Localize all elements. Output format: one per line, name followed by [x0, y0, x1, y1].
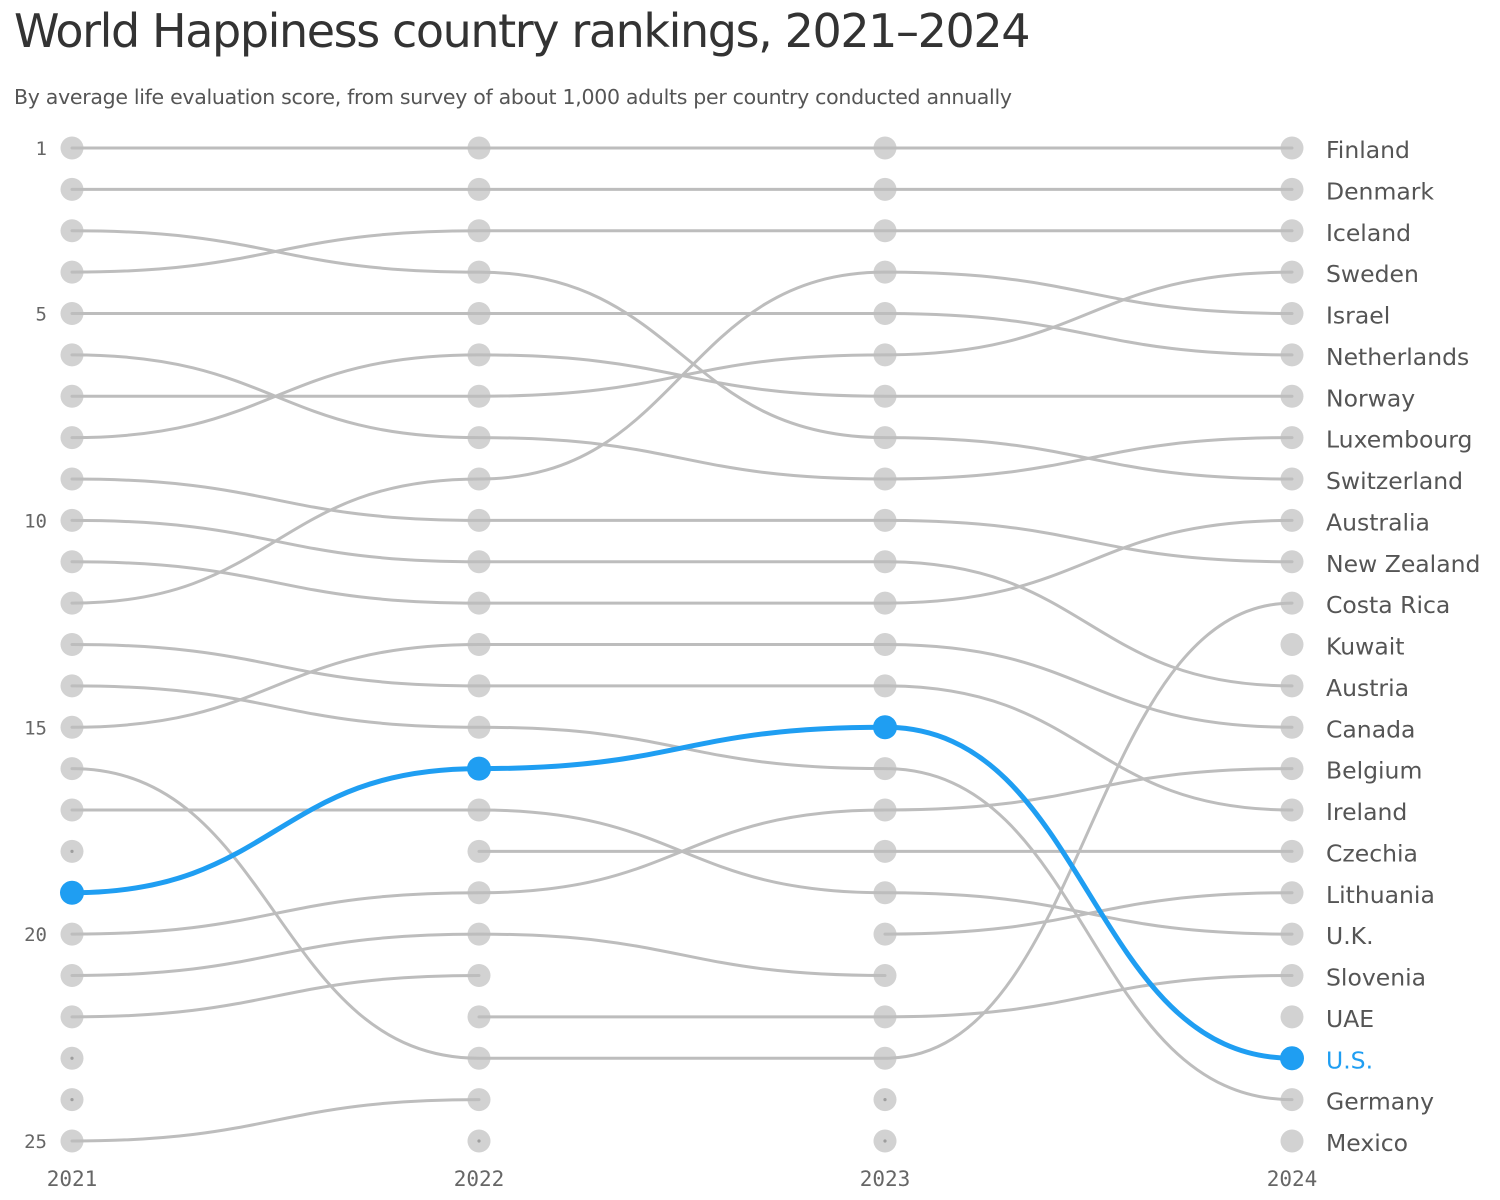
series-line-canada — [70, 642, 1294, 729]
series-line-costa-rica — [70, 601, 1294, 1060]
rank-tick-label: 25 — [24, 1131, 47, 1153]
series-line-germany — [70, 684, 1294, 1102]
series-line-unlabeled — [70, 1098, 481, 1143]
rank-tick-label: 1 — [36, 138, 47, 160]
series-line-norway — [70, 353, 1294, 440]
chart-title: World Happiness country rankings, 2021–2… — [14, 4, 1031, 58]
country-label-lithuania: Lithuania — [1326, 881, 1435, 909]
year-tick-label: 2022 — [454, 1167, 505, 1191]
series-lines — [70, 146, 1294, 1143]
country-label-germany: Germany — [1326, 1088, 1434, 1116]
country-label-norway: Norway — [1326, 384, 1415, 412]
series-line-israel — [70, 270, 1294, 605]
highlight-point — [1280, 1046, 1304, 1071]
series-line-unlabeled — [70, 932, 887, 977]
country-label-canada: Canada — [1326, 715, 1415, 743]
series-line-u-s — [69, 724, 1295, 1061]
empty-slot-mark — [883, 1139, 887, 1143]
country-label-ireland: Ireland — [1326, 798, 1407, 826]
series-line-austria — [70, 518, 1294, 688]
country-label-luxembourg: Luxembourg — [1326, 426, 1472, 454]
year-tick-label: 2024 — [1267, 1167, 1318, 1191]
rank-tick-label: 10 — [24, 510, 47, 532]
country-label-mexico: Mexico — [1326, 1129, 1408, 1157]
country-label-new-zealand: New Zealand — [1326, 550, 1480, 578]
highlight-series — [60, 715, 1304, 1071]
country-label-austria: Austria — [1326, 674, 1409, 702]
country-label-iceland: Iceland — [1326, 219, 1411, 247]
series-line-switzerland — [70, 229, 1294, 481]
series-line-ireland — [70, 643, 1294, 812]
series-line-sweden — [70, 270, 1294, 398]
country-label-denmark: Denmark — [1326, 177, 1434, 205]
rank-slot-dot — [1280, 1129, 1304, 1153]
country-label-uae: UAE — [1326, 1005, 1374, 1033]
country-labels: Finland Denmark Iceland Sweden Israel Netherl… — [1326, 136, 1480, 1157]
empty-slot-mark — [883, 1098, 887, 1102]
series-line-u-k — [70, 808, 1294, 936]
empty-slot-mark — [70, 849, 74, 853]
country-label-kuwait: Kuwait — [1326, 633, 1405, 661]
series-line-unlabeled — [70, 974, 481, 1019]
chart-subtitle: By average life evaluation score, from s… — [14, 85, 1012, 109]
country-label-netherlands: Netherlands — [1326, 343, 1469, 371]
rank-slot-dot — [1280, 1005, 1304, 1029]
highlight-point — [467, 756, 491, 781]
series-line-new-zealand — [70, 477, 1294, 564]
rank-slot-dot — [1280, 633, 1304, 656]
country-label-finland: Finland — [1326, 136, 1410, 164]
rank-tick-label: 15 — [24, 717, 47, 739]
year-axis: 2021 2022 2023 2024 — [47, 1167, 1318, 1191]
empty-slot-mark — [70, 1098, 74, 1102]
country-label-costa-rica: Costa Rica — [1326, 591, 1450, 619]
country-label-australia: Australia — [1326, 508, 1430, 536]
rank-tick-label: 20 — [24, 924, 47, 946]
year-tick-label: 2021 — [47, 1167, 98, 1191]
rank-tick-label: 5 — [36, 304, 47, 326]
year-tick-label: 2023 — [860, 1167, 911, 1191]
country-label-sweden: Sweden — [1326, 260, 1419, 288]
country-label-switzerland: Switzerland — [1326, 467, 1463, 495]
country-label-u-k: U.K. — [1326, 922, 1374, 950]
country-label-czechia: Czechia — [1326, 839, 1418, 867]
series-line-iceland — [70, 229, 1294, 274]
empty-slot-mark — [477, 1139, 481, 1143]
country-label-slovenia: Slovenia — [1326, 964, 1426, 992]
country-label-belgium: Belgium — [1326, 757, 1422, 785]
empty-slot-mark — [70, 1056, 74, 1060]
highlight-point — [60, 880, 84, 905]
series-line-australia — [70, 518, 1294, 605]
highlight-point — [873, 715, 897, 740]
series-line-netherlands — [70, 311, 1294, 357]
country-label-israel: Israel — [1326, 302, 1390, 330]
country-label-u-s: U.S. — [1326, 1046, 1373, 1074]
